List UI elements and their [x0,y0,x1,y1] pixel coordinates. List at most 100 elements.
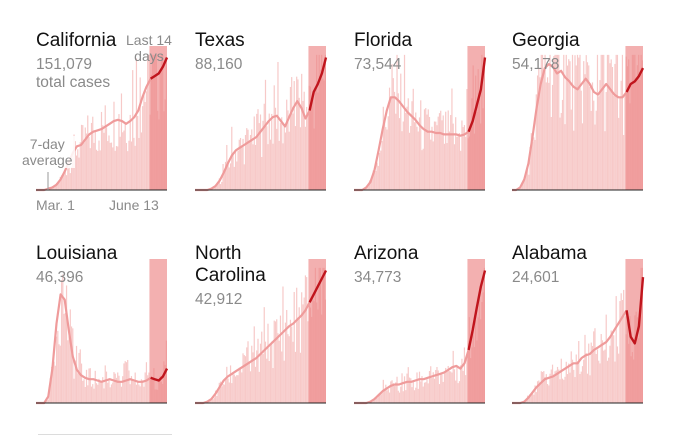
daily-bar [380,394,382,403]
seven-day-average-line [512,62,628,192]
daily-bar [445,367,447,403]
daily-bar [626,314,629,403]
daily-bar [145,91,148,190]
daily-bar [308,85,310,190]
daily-bar [410,125,412,190]
daily-bar [50,188,53,190]
daily-bar [53,361,55,403]
daily-bar [272,368,274,403]
daily-bar [373,397,376,403]
daily-bar [104,365,106,403]
state-name: Alabama [512,243,587,264]
daily-bar [77,149,79,190]
daily-bar [574,377,576,403]
seven-day-average-line [195,301,311,405]
daily-bar [526,166,529,190]
daily-bar [630,85,632,190]
daily-bar [546,384,549,403]
daily-bar [292,341,294,403]
daily-bar [299,127,302,190]
daily-bar [412,88,414,190]
daily-bar [122,376,124,403]
daily-bar [551,364,554,403]
case-total: 73,544 [354,56,402,73]
daily-bar [625,56,627,190]
state-name: Louisiana [36,243,118,264]
daily-bar [53,185,55,190]
daily-bar [472,324,474,403]
daily-bar [455,117,457,190]
daily-bar [480,123,482,190]
daily-bar [628,59,630,190]
daily-bar [579,374,581,403]
daily-bar [133,381,135,403]
daily-bar [523,180,525,190]
daily-bar [94,130,96,190]
daily-bar [639,79,641,190]
daily-bar [601,54,604,191]
daily-bar [540,54,542,191]
daily-bar [430,366,432,403]
daily-bar [618,117,620,190]
daily-bar [84,386,86,403]
daily-bar [113,372,115,403]
daily-bar [77,373,79,403]
daily-bar [463,347,466,403]
daily-bar [135,384,138,403]
daily-bar [317,92,319,190]
daily-bar [247,341,249,403]
daily-bar [95,383,98,403]
daily-bar [432,141,434,190]
daily-bar [415,112,417,190]
daily-bar [427,383,429,403]
daily-bar [303,297,305,403]
daily-bar [301,292,303,403]
daily-bar [437,116,439,190]
daily-bar [216,395,218,403]
daily-bar [476,112,478,190]
daily-bar [165,57,167,190]
daily-bar [428,371,431,403]
daily-bar [212,399,214,403]
daily-bar [365,188,367,190]
daily-bar [448,371,451,403]
daily-bar [132,70,134,190]
daily-bar [139,386,141,403]
daily-bar [281,351,283,403]
daily-bar [601,340,604,403]
daily-bar [593,331,595,403]
daily-bar [155,54,158,191]
daily-bar [73,378,75,403]
daily-bar [92,384,94,403]
daily-bar [473,133,476,190]
daily-bar [82,380,84,403]
daily-bar [271,341,273,403]
daily-bar [143,386,145,403]
daily-bar [395,382,397,403]
daily-bar [306,106,308,190]
daily-bar [467,340,469,403]
daily-bar [258,123,260,190]
daily-bar [163,361,165,403]
daily-bar [571,54,574,191]
daily-bar [616,54,619,191]
recent-average-line [308,57,328,111]
daily-bar [551,84,554,190]
daily-bar [100,382,103,403]
daily-bar [120,93,123,190]
daily-bar [432,372,434,403]
daily-bar [238,139,240,190]
daily-bar [264,79,267,190]
recent-average-line [149,57,169,80]
daily-bar [403,376,406,403]
daily-bar [586,62,589,190]
daily-bar [246,347,248,403]
daily-bar [47,399,49,403]
recent-average-line [625,277,645,345]
daily-bar [583,359,585,403]
daily-bar [100,111,103,190]
daily-bar [273,85,275,190]
daily-bar [79,142,81,190]
daily-bar [438,384,441,403]
daily-bar [123,130,125,190]
